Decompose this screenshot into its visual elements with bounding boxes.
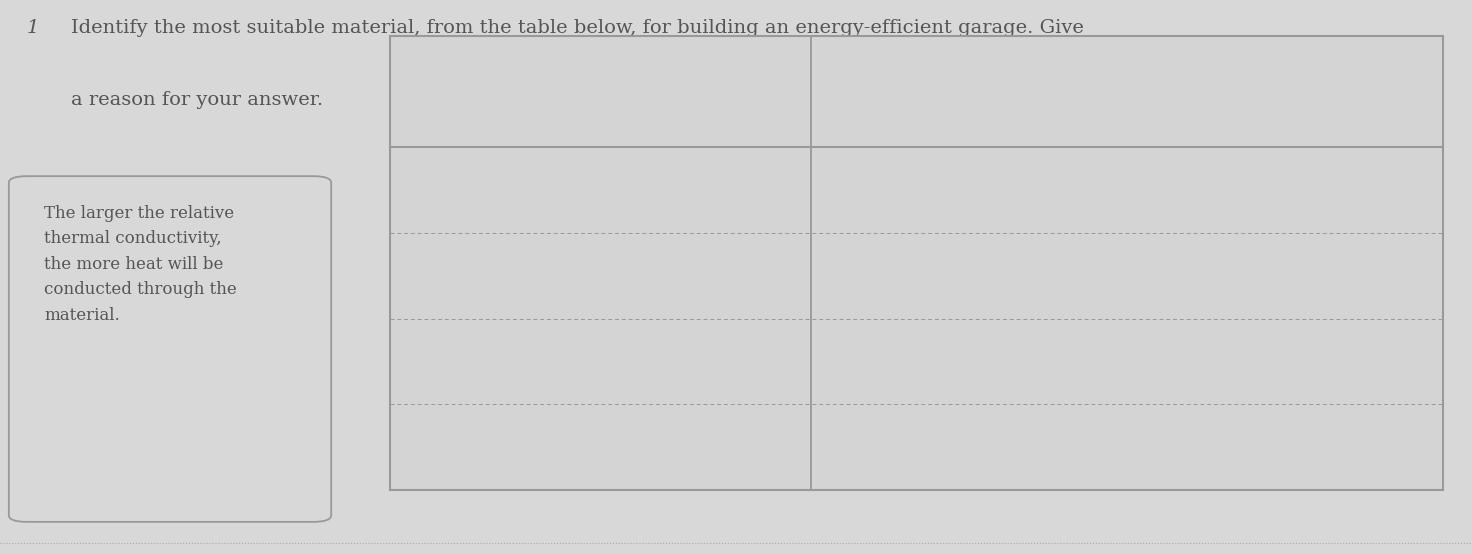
Text: granite: granite — [409, 463, 470, 480]
FancyBboxPatch shape — [9, 176, 331, 522]
Text: Identify the most suitable material, from the table below, for building an energ: Identify the most suitable material, fro… — [71, 19, 1083, 37]
Text: 1.06: 1.06 — [1107, 160, 1147, 177]
Text: sandstone: sandstone — [409, 377, 495, 394]
Text: brick: brick — [409, 206, 452, 222]
Text: Relative thermal
conductivity: Relative thermal conductivity — [1036, 70, 1217, 112]
Text: 2.75: 2.75 — [1107, 417, 1147, 435]
Text: 2.20: 2.20 — [1107, 331, 1147, 349]
Text: 1.00: 1.00 — [1107, 245, 1147, 263]
Text: Material: Material — [553, 83, 648, 100]
Text: a reason for your answer.: a reason for your answer. — [71, 91, 322, 109]
Text: 1: 1 — [26, 19, 38, 37]
Text: concrete: concrete — [409, 291, 483, 308]
Text: The larger the relative
thermal conductivity,
the more heat will be
conducted th: The larger the relative thermal conducti… — [44, 205, 237, 324]
